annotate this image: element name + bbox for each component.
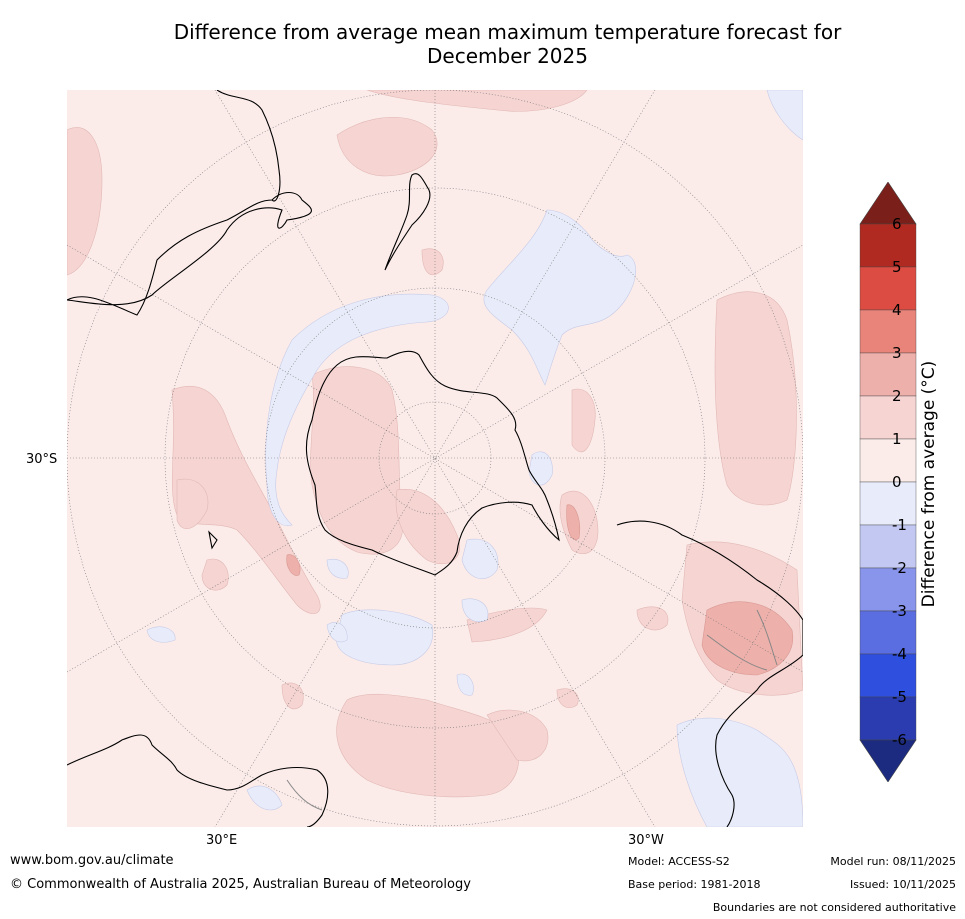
colorbar-tick-label: 0 xyxy=(892,473,902,491)
anomaly-minus1-0-regions xyxy=(146,90,803,827)
colorbar-band-2-3 xyxy=(859,352,917,397)
colorbar-tick-label: 6 xyxy=(892,215,902,233)
colorbar-tick-label: -6 xyxy=(892,731,907,749)
map-title: Difference from average mean maximum tem… xyxy=(100,20,915,68)
polar-map[interactable] xyxy=(67,90,803,827)
colorbar-tick-label: -1 xyxy=(892,516,907,534)
footer-copyright: © Commonwealth of Australia 2025, Austra… xyxy=(10,877,471,892)
colorbar-tick-label: 4 xyxy=(892,301,902,319)
southern-africa-coast xyxy=(67,734,329,827)
colorbar-tick-label: -3 xyxy=(892,602,907,620)
longitude-label-west: 30°W xyxy=(628,833,664,848)
colorbar-tick-label: -4 xyxy=(892,645,907,663)
country-borders xyxy=(286,609,778,811)
colorbar-band-m5-m4 xyxy=(859,653,917,698)
colorbar-tick-label: 5 xyxy=(892,258,902,276)
colorbar-band-5-6 xyxy=(859,223,917,268)
colorbar-band-m2-m1 xyxy=(859,524,917,569)
colorbar-tick-label: -5 xyxy=(892,688,907,706)
colorbar-under-arrow xyxy=(859,739,917,782)
colorbar-band-m6-m5 xyxy=(859,696,917,741)
madagascar-coast xyxy=(208,530,218,550)
colorbar-tick-label: 1 xyxy=(892,430,902,448)
latitude-label: 30°S xyxy=(26,452,58,467)
colorbar-over-arrow xyxy=(859,182,917,225)
longitude-label-east: 30°E xyxy=(206,833,238,848)
australia-coast xyxy=(67,191,312,316)
coastlines xyxy=(67,90,803,827)
footer-disclaimer: Boundaries are not considered authoritat… xyxy=(712,901,956,914)
antarctica-coast xyxy=(305,350,560,576)
footer-model-run: Model run: 08/11/2025 xyxy=(830,855,956,868)
colorbar-band-4-5 xyxy=(859,266,917,311)
anomaly-2-3-regions xyxy=(286,504,794,676)
colorbar xyxy=(859,182,917,782)
colorbar-label: Difference from average (°C) xyxy=(919,360,939,608)
colorbar-band-m1-0 xyxy=(859,481,917,526)
colorbar-band-m4-m3 xyxy=(859,610,917,655)
colorbar-band-3-4 xyxy=(859,309,917,354)
south-america-coast xyxy=(616,520,803,827)
australia-north-coast xyxy=(216,90,281,202)
colorbar-band-m3-m2 xyxy=(859,567,917,612)
colorbar-band-1-2 xyxy=(859,395,917,440)
colorbar-band-0-1 xyxy=(859,438,917,483)
new-zealand-coast xyxy=(384,173,431,271)
colorbar-tick-label: 3 xyxy=(892,344,902,362)
footer-url[interactable]: www.bom.gov.au/climate xyxy=(10,853,174,868)
colorbar-tick-label: -2 xyxy=(892,559,907,577)
footer-issued: Issued: 10/11/2025 xyxy=(849,878,956,891)
colorbar-tick-label: 2 xyxy=(892,387,902,405)
title-line-1: Difference from average mean maximum tem… xyxy=(173,20,842,44)
title-line-2: December 2025 xyxy=(427,44,588,68)
footer-model: Model: ACCESS-S2 xyxy=(628,855,730,868)
graticule xyxy=(67,90,803,827)
footer-base-period: Base period: 1981-2018 xyxy=(628,878,761,891)
